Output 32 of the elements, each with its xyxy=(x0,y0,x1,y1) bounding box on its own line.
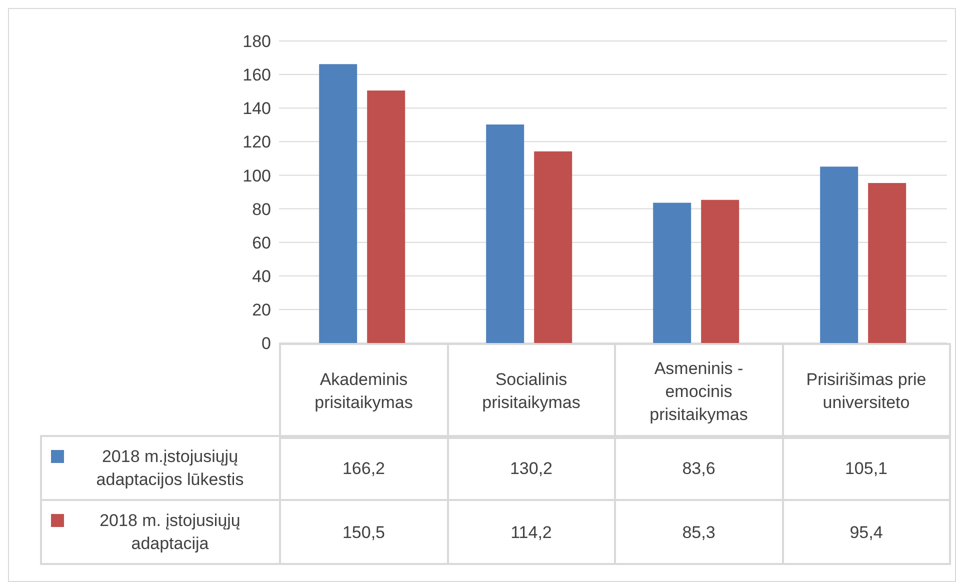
y-tick-label: 180 xyxy=(242,32,271,52)
y-tick-label: 140 xyxy=(242,99,271,118)
x-tick-label: Asmeninis - emocinis prisitaikymas xyxy=(615,344,782,438)
data-label: 83,6 xyxy=(615,436,782,500)
y-tick-label: 100 xyxy=(242,166,271,186)
data-label: 85,3 xyxy=(615,500,782,564)
y-tick-label: 20 xyxy=(252,300,271,320)
bar xyxy=(319,64,358,343)
legend-label: 2018 m. įstojusiųjų adaptacija xyxy=(98,510,242,555)
x-tick-label: Prisirišimas prie universiteto xyxy=(782,344,950,438)
bar xyxy=(868,182,906,343)
bar xyxy=(534,151,572,343)
y-tick-label: 0 xyxy=(262,334,271,354)
bar xyxy=(653,202,692,343)
data-label: 105,1 xyxy=(782,436,950,500)
bar xyxy=(367,90,406,343)
bar xyxy=(486,124,524,343)
y-tick-label: 120 xyxy=(242,132,271,152)
legend-label: 2018 m.įstojusiųjų adaptacijos lūkestis xyxy=(95,446,245,491)
data-label: 166,2 xyxy=(280,436,448,500)
bar xyxy=(820,166,858,343)
data-label: 150,5 xyxy=(280,500,448,564)
data-label: 95,4 xyxy=(782,500,950,564)
data-label: 130,2 xyxy=(448,436,615,500)
y-tick-label: 40 xyxy=(252,266,271,286)
y-tick-label: 80 xyxy=(252,200,271,219)
y-tick-label: 60 xyxy=(252,233,271,252)
bar xyxy=(701,200,740,343)
x-tick-label: Akademinis prisitaikymas xyxy=(280,344,448,438)
y-tick-label: 160 xyxy=(242,66,271,85)
data-label: 114,2 xyxy=(448,500,615,564)
x-tick-label: Socialinis prisitaikymas xyxy=(448,344,615,438)
